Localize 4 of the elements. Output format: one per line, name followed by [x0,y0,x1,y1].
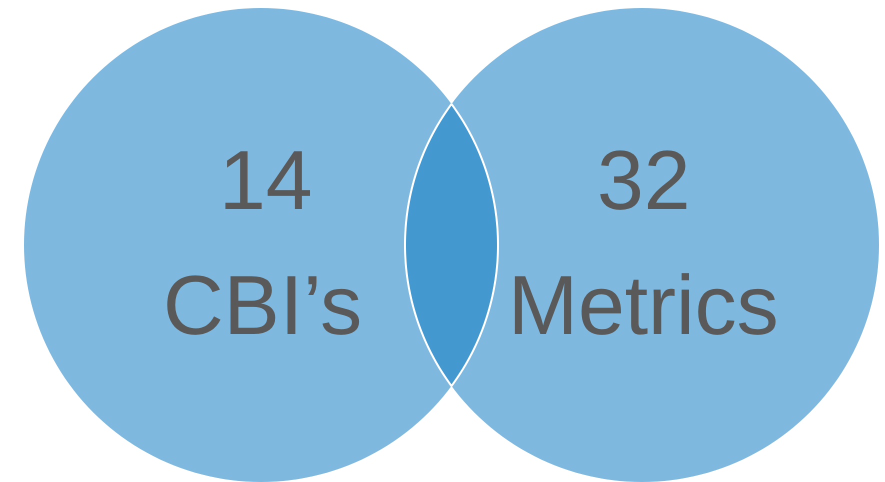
category-label: CBI’s [163,258,362,352]
category-label: Metrics [508,258,779,352]
data-label: 14 [219,133,312,227]
data-label: 32 [597,133,690,227]
